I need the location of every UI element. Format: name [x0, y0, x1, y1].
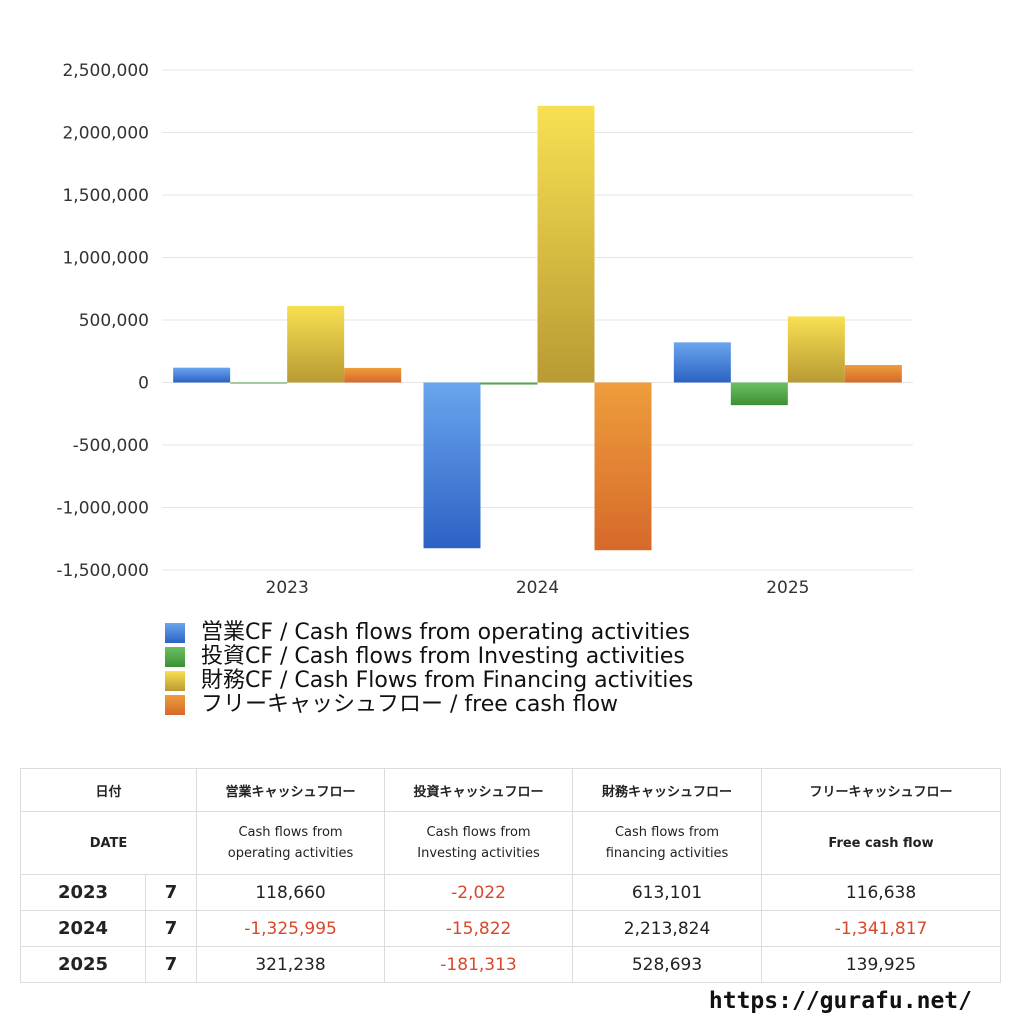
row-month: 7 — [144, 946, 198, 983]
header-operating-jp: 営業キャッシュフロー — [196, 768, 386, 812]
bar-2023-series-3 — [344, 367, 402, 383]
table-row: 2023 7 118,660 -2,022 613,101 116,638 — [20, 874, 1002, 911]
y-tick-label: 500,000 — [79, 311, 149, 331]
cell-free-cash-flow: -1,341,817 — [761, 910, 1002, 947]
header-investing-en-line1: Cash flows from — [426, 825, 531, 840]
bar-2024-series-0 — [423, 382, 481, 549]
cash-flow-bar-chart: 2,500,000 2,000,000 1,500,000 1,000,000 500,… — [56, 61, 913, 598]
source-url[interactable]: https://gurafu.net/ — [708, 988, 972, 1014]
y-tick-label: 1,000,000 — [62, 249, 149, 269]
legend-item-investing: 投資CF / Cash flows from Investing activit… — [165, 645, 693, 669]
bar-2024-series-1 — [480, 382, 538, 385]
header-investing-jp: 投資キャッシュフロー — [384, 768, 574, 812]
x-axis-category-labels: 2023 2024 2025 — [266, 578, 810, 598]
bar-2025-series-0 — [673, 342, 731, 383]
row-year: 2025 — [20, 946, 146, 983]
header-investing-en-line2: Investing activities — [417, 846, 540, 861]
cell-operating: 118,660 — [196, 874, 386, 911]
bar-2025-series-1 — [730, 382, 788, 406]
table-row: 2025 7 321,238 -181,313 528,693 139,925 — [20, 946, 1002, 983]
x-category-label: 2023 — [266, 578, 309, 598]
legend-item-financing: 財務CF / Cash Flows from Financing activit… — [165, 669, 693, 693]
legend-swatch-operating — [165, 623, 185, 643]
bar-2024-series-2 — [537, 105, 595, 383]
bar-2023-series-1 — [230, 382, 288, 384]
legend-item-operating: 営業CF / Cash flows from operating activit… — [165, 621, 693, 645]
y-tick-label: -1,500,000 — [56, 561, 149, 581]
header-financing-en-line2: financing activities — [605, 846, 729, 861]
cell-free-cash-flow: 116,638 — [761, 874, 1002, 911]
bar-2025-series-2 — [787, 316, 845, 383]
legend-label-operating: 営業CF / Cash flows from operating activit… — [201, 620, 690, 645]
header-operating-en-line2: operating activities — [227, 846, 354, 861]
header-free-cash-flow-en: Free cash flow — [761, 811, 1002, 875]
x-category-label: 2025 — [766, 578, 809, 598]
cell-financing: 2,213,824 — [572, 910, 763, 947]
bar-2024-series-3 — [594, 382, 652, 551]
cell-investing: -181,313 — [384, 946, 574, 983]
header-date-en: DATE — [19, 811, 198, 875]
header-date-jp: 日付 — [19, 768, 198, 812]
cell-operating: -1,325,995 — [196, 910, 386, 947]
y-tick-label: 2,000,000 — [62, 124, 149, 144]
row-month: 7 — [144, 874, 198, 911]
y-axis-tick-labels: 2,500,000 2,000,000 1,500,000 1,000,000 500,… — [56, 61, 149, 581]
y-tick-label: -500,000 — [73, 436, 149, 456]
legend-item-free-cash-flow: フリーキャッシュフロー / free cash flow — [165, 693, 693, 717]
x-category-label: 2024 — [516, 578, 559, 598]
legend-swatch-financing — [165, 671, 185, 691]
row-year: 2023 — [20, 874, 146, 911]
legend-swatch-free-cash-flow — [165, 695, 185, 715]
header-operating-en: Cash flows from operating activities — [196, 811, 386, 875]
table-row: 2024 7 -1,325,995 -15,822 2,213,824 -1,3… — [20, 910, 1002, 947]
legend-label-free-cash-flow: フリーキャッシュフロー / free cash flow — [201, 692, 619, 717]
header-free-cash-flow-en-text: Free cash flow — [828, 835, 934, 851]
table-header-row-jp: 日付 営業キャッシュフロー 投資キャッシュフロー 財務キャッシュフロー フリーキ… — [19, 768, 1002, 812]
header-financing-en-line1: Cash flows from — [614, 825, 720, 840]
y-tick-label: 1,500,000 — [62, 186, 149, 206]
legend: 営業CF / Cash flows from operating activit… — [165, 621, 693, 717]
bar-2025-series-3 — [844, 365, 902, 383]
cell-operating: 321,238 — [196, 946, 386, 983]
cell-investing: -15,822 — [384, 910, 574, 947]
y-tick-label: -1,000,000 — [56, 499, 149, 519]
y-tick-label: 2,500,000 — [62, 61, 149, 81]
row-month: 7 — [144, 910, 198, 947]
header-date-en-text: DATE — [89, 835, 128, 851]
bars — [173, 105, 902, 551]
legend-swatch-investing — [165, 647, 185, 667]
header-operating-en-line1: Cash flows from — [238, 825, 343, 840]
header-financing-jp: 財務キャッシュフロー — [572, 768, 763, 812]
y-tick-label: 0 — [138, 374, 149, 394]
cell-investing: -2,022 — [384, 874, 574, 911]
row-year: 2024 — [20, 910, 146, 947]
header-free-cash-flow-jp: フリーキャッシュフロー — [761, 768, 1002, 812]
cell-financing: 613,101 — [572, 874, 763, 911]
table-header-row-en: DATE Cash flows from operating activities… — [19, 811, 1002, 875]
header-investing-en: Cash flows from Investing activities — [384, 811, 574, 875]
legend-label-financing: 財務CF / Cash Flows from Financing activit… — [201, 668, 694, 693]
cash-flow-table: 日付 営業キャッシュフロー 投資キャッシュフロー 財務キャッシュフロー フリーキ… — [19, 768, 1002, 983]
cell-free-cash-flow: 139,925 — [761, 946, 1002, 983]
cell-financing: 528,693 — [572, 946, 763, 983]
bar-2023-series-0 — [173, 367, 231, 383]
bar-2023-series-2 — [287, 305, 345, 383]
header-financing-en: Cash flows from financing activities — [572, 811, 763, 875]
legend-label-investing: 投資CF / Cash flows from Investing activit… — [201, 644, 685, 669]
